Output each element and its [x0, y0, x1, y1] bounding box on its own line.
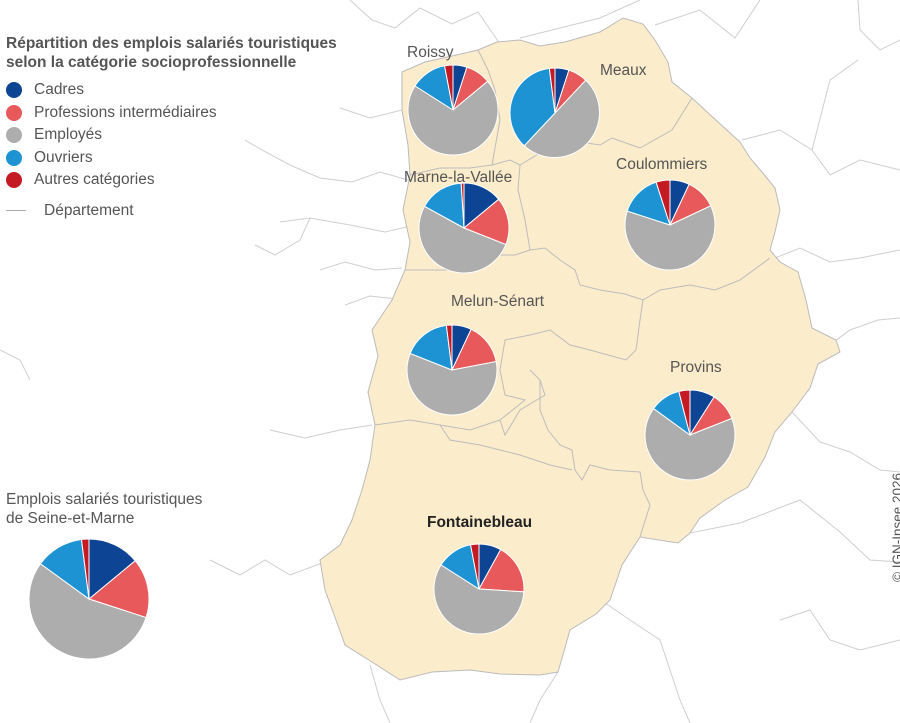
pie-slice-coulommiers-autres-categories: [655, 179, 671, 226]
pie-melun-senart: [406, 324, 498, 416]
legend-swatch-professions-intermediaires: [6, 104, 22, 121]
legend-label-professions-intermediaires: Professions intermédiaires: [34, 103, 217, 121]
total-title-line-2: de Seine-et-Marne: [6, 510, 135, 527]
pie-slice-roissy-employes: [407, 80, 499, 156]
pie-coulommiers: [624, 179, 716, 271]
pie-roissy: [407, 64, 499, 156]
pie-slice-roissy-autres-categories: [443, 64, 454, 111]
legend-label-departement: Département: [44, 201, 134, 219]
legend: Répartition des emplois salariés tourist…: [6, 34, 337, 220]
pie-seine-et-marne-total: [28, 538, 150, 660]
pie-slice-fontainebleau-employes: [433, 564, 525, 635]
pie-slice-provins-employes: [644, 407, 736, 481]
pie-slice-marne-la-vallee-employes: [418, 205, 507, 274]
legend-swatch-employes: [6, 127, 22, 144]
pie-slice-melun-senart-employes: [406, 352, 498, 416]
legend-swatch-autres-categories: [6, 172, 22, 189]
pie-slice-marne-la-vallee-ouvriers: [423, 182, 465, 229]
legend-title: Répartition des emplois salariés tourist…: [6, 34, 337, 72]
pie-marne-la-vallee: [418, 182, 510, 274]
pie-slice-meaux-ouvriers: [509, 67, 556, 147]
total-title-line-1: Emplois salariés touristiques: [6, 491, 203, 508]
legend-label-ouvriers: Ouvriers: [34, 148, 93, 166]
pie-slice-melun-senart-autres-categories: [445, 324, 453, 371]
zone-boundaries: [374, 49, 771, 538]
region-label-meaux: Meaux: [600, 62, 647, 79]
pie-slice-seine-et-marne-total-autres-categories: [80, 538, 90, 600]
pie-fontainebleau: [433, 543, 525, 635]
legend-item-cadres: Cadres: [6, 79, 337, 102]
pie-slice-meaux-autres-categories: [548, 67, 556, 114]
legend-item-employes: Employés: [6, 124, 337, 147]
pie-slice-fontainebleau-autres-categories: [469, 543, 480, 590]
pie-slice-provins-autres-categories: [678, 389, 691, 436]
total-pie-title: Emplois salariés touristiques de Seine-e…: [6, 490, 202, 528]
legend-label-autres-categories: Autres catégories: [34, 171, 155, 189]
legend-item-autres-categories: Autres catégories: [6, 169, 337, 192]
pie-slice-melun-senart-ouvriers: [409, 324, 453, 371]
pie-slice-coulommiers-employes: [624, 205, 716, 271]
region-label-coulommiers: Coulommiers: [616, 156, 708, 173]
legend-item-departement: Département: [6, 202, 337, 220]
pie-slice-seine-et-marne-total-professions-intermediaires: [87, 560, 150, 619]
legend-title-line-2: selon la catégorie socioprofessionnelle: [6, 54, 297, 71]
legend-swatch-ouvriers: [6, 149, 22, 166]
pie-charts: [28, 64, 736, 660]
copyright-text: © IGN-Insee 2026: [890, 472, 900, 582]
region-label-provins: Provins: [670, 359, 722, 376]
pie-slice-seine-et-marne-total-employes: [28, 563, 147, 660]
region-label-roissy: Roissy: [407, 44, 454, 61]
region-label-marne-la-vallee: Marne-la-Vallée: [404, 169, 512, 186]
legend-title-line-1: Répartition des emplois salariés tourist…: [6, 35, 337, 52]
legend-label-employes: Employés: [34, 126, 103, 144]
pie-slice-meaux-employes: [523, 79, 600, 158]
legend-label-cadres: Cadres: [34, 81, 84, 99]
legend-item-ouvriers: Ouvriers: [6, 147, 337, 170]
pie-slice-marne-la-vallee-professions-intermediaires: [463, 198, 510, 246]
legend-line-departement: [6, 210, 26, 211]
legend-item-professions-intermediaires: Professions intermédiaires: [6, 102, 337, 125]
pie-provins: [644, 389, 736, 481]
legend-swatch-cadres: [6, 82, 22, 99]
region-labels: Roissy Meaux Coulommiers Marne-la-Vallée…: [404, 44, 722, 531]
pie-meaux: [509, 67, 600, 158]
region-label-fontainebleau: Fontainebleau: [427, 514, 532, 531]
pie-slice-marne-la-vallee-autres-categories: [460, 182, 465, 229]
pie-slice-fontainebleau-professions-intermediaires: [478, 548, 525, 593]
department-outline: [319, 17, 841, 681]
pie-slice-seine-et-marne-total-cadres: [88, 538, 136, 601]
region-label-melun-senart: Melun-Sénart: [451, 293, 545, 310]
